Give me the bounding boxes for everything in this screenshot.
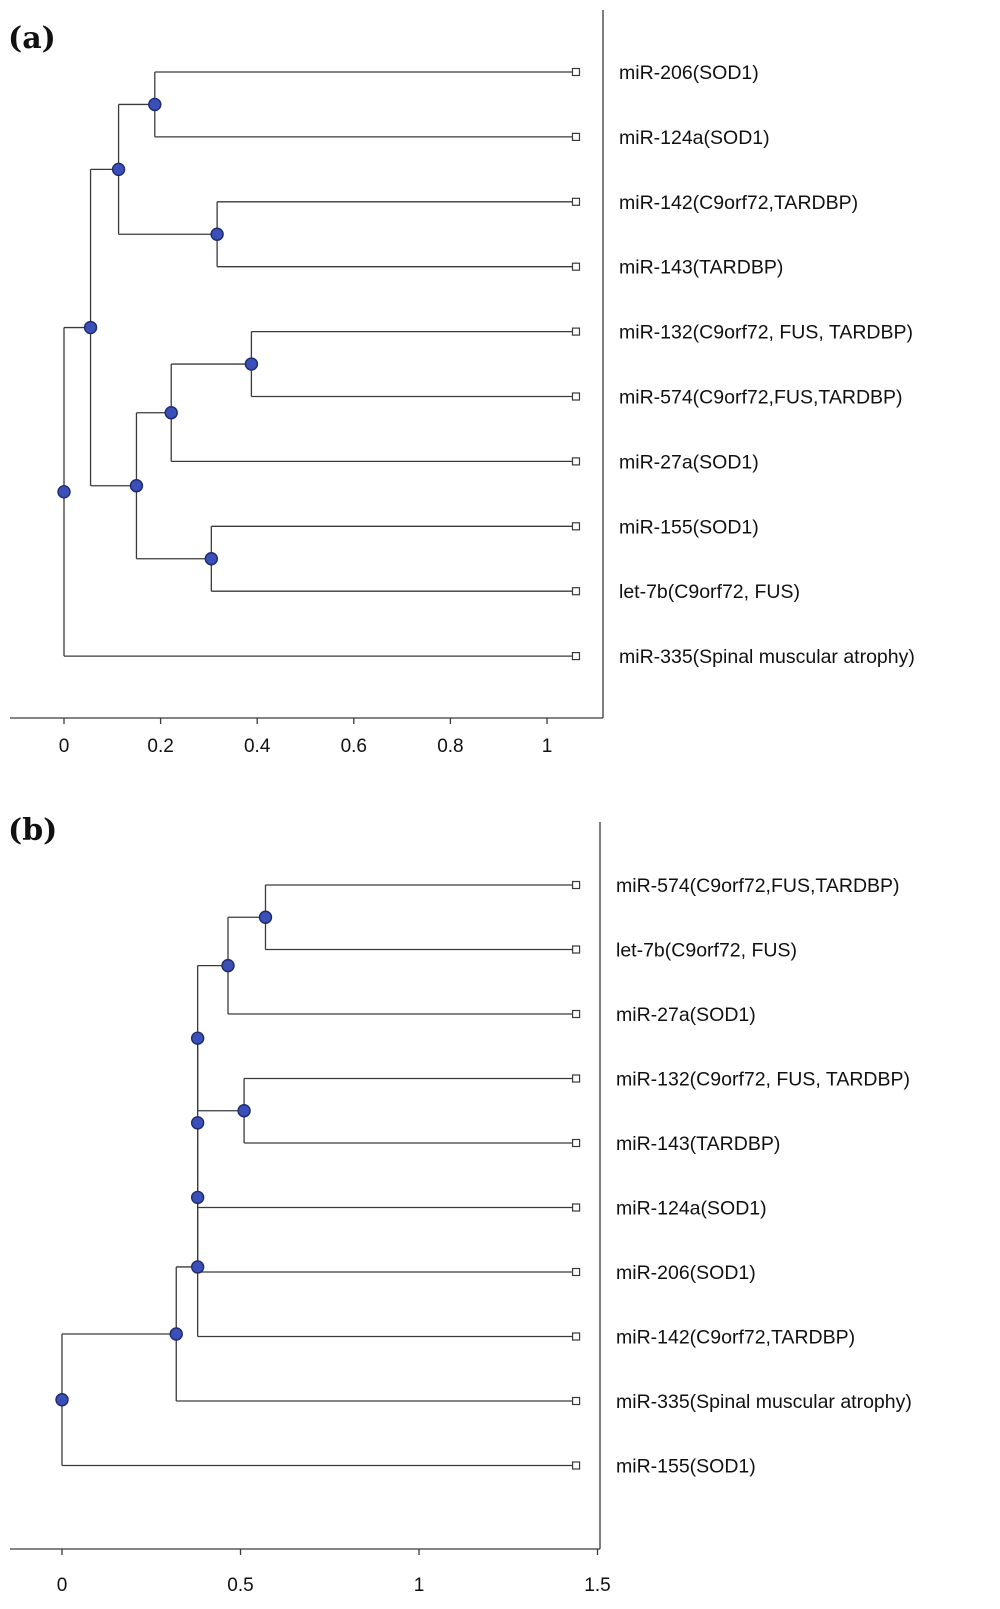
leaf-label: miR-132(C9orf72, FUS, TARDBP) [619,322,913,344]
leaf-marker [571,197,581,206]
x-tick-label: 1.5 [584,1575,610,1596]
dendrogram-node [210,227,224,241]
x-tick-label: 0 [57,1575,68,1596]
dendrogram-node [221,958,235,973]
leaf-label: miR-155(SOD1) [616,1456,756,1478]
leaf-marker [571,880,581,890]
dendrogram-node [190,1031,205,1045]
dendrogram-node [237,1104,251,1118]
dendrogram-node [190,1260,205,1274]
leaf-marker [571,522,581,531]
x-tick-label: 0.2 [147,736,173,757]
dendrogram-node [83,320,98,335]
x-tick-label: 0.6 [341,736,367,757]
leaf-marker [571,945,581,954]
leaf-marker [571,1396,581,1406]
x-tick-label: 0 [59,736,70,757]
leaf-marker [571,1138,581,1148]
leaf-label: miR-574(C9orf72,FUS,TARDBP) [616,875,900,897]
leaf-label: let-7b(C9orf72, FUS) [619,581,800,603]
leaf-marker [571,392,581,401]
panel-label: (a) [8,21,56,56]
leaf-label: miR-27a(SOD1) [619,451,759,473]
dendrogram-node [244,357,259,371]
leaf-label: miR-143(TARDBP) [616,1133,780,1155]
x-tick-label: 1 [414,1575,425,1596]
leaf-marker [571,1461,581,1470]
leaf-label: miR-335(Spinal muscular atrophy) [619,646,915,668]
leaf-label: let-7b(C9orf72, FUS) [616,940,797,962]
leaf-marker [571,132,581,141]
x-tick-label: 0.4 [244,736,271,757]
leaf-marker [571,1009,581,1019]
leaf-marker [571,1203,581,1212]
leaf-label: miR-143(TARDBP) [619,257,783,279]
node-layer [57,67,581,661]
dendrogram-node [190,1116,205,1130]
leaf-label: miR-142(C9orf72,TARDBP) [619,192,858,214]
leaf-marker [571,651,581,661]
dendrogram-node [55,1393,69,1407]
leaf-label: miR-132(C9orf72, FUS, TARDBP) [616,1069,910,1091]
leaf-label: miR-27a(SOD1) [616,1004,756,1026]
dendrogram-node [129,479,144,493]
leaf-label: miR-574(C9orf72,FUS,TARDBP) [619,387,903,409]
dendrogram-node [258,910,273,924]
leaf-marker [571,587,581,596]
x-tick-label: 0.5 [227,1575,253,1596]
dendrogram-node [190,1190,205,1205]
leaf-marker [571,327,581,336]
dendrogram-node [204,552,219,566]
node-layer [55,880,581,1470]
dendrogram-node [57,485,71,499]
dendrogram-node [164,406,178,420]
leaf-marker [571,1332,581,1341]
x-tick-label: 0.8 [437,736,463,757]
dendrogram-node [169,1327,183,1341]
leaf-label: miR-124a(SOD1) [619,127,770,149]
edge-layer [63,71,576,657]
leaf-marker [571,262,581,271]
leaf-marker [571,1267,581,1277]
leaf-marker [571,1074,581,1083]
leaf-marker [571,457,581,466]
dendrogram-node [111,162,126,177]
edge-layer [61,884,577,1467]
dendrogram-panel-b: (b) 0 0.5 1 1.5 miR-574(C9orf72,FUS,TARDBP) le… [8,813,912,1596]
dendrogram-node [148,97,162,112]
leaf-label: miR-335(Spinal muscular atrophy) [616,1391,912,1413]
leaf-marker [571,67,581,77]
leaf-label: miR-206(SOD1) [616,1262,756,1284]
panel-label: (b) [8,813,57,848]
x-tick-label: 1 [542,736,553,757]
leaf-label: miR-142(C9orf72,TARDBP) [616,1327,855,1349]
leaf-label: miR-155(SOD1) [619,516,759,538]
leaf-label: miR-206(SOD1) [619,62,759,84]
dendrogram-panel-a: (a) 0 0.2 0.4 0.6 0.8 1 miR-206(SOD1) miR-124a(S… [8,10,915,757]
leaf-label: miR-124a(SOD1) [616,1198,767,1220]
